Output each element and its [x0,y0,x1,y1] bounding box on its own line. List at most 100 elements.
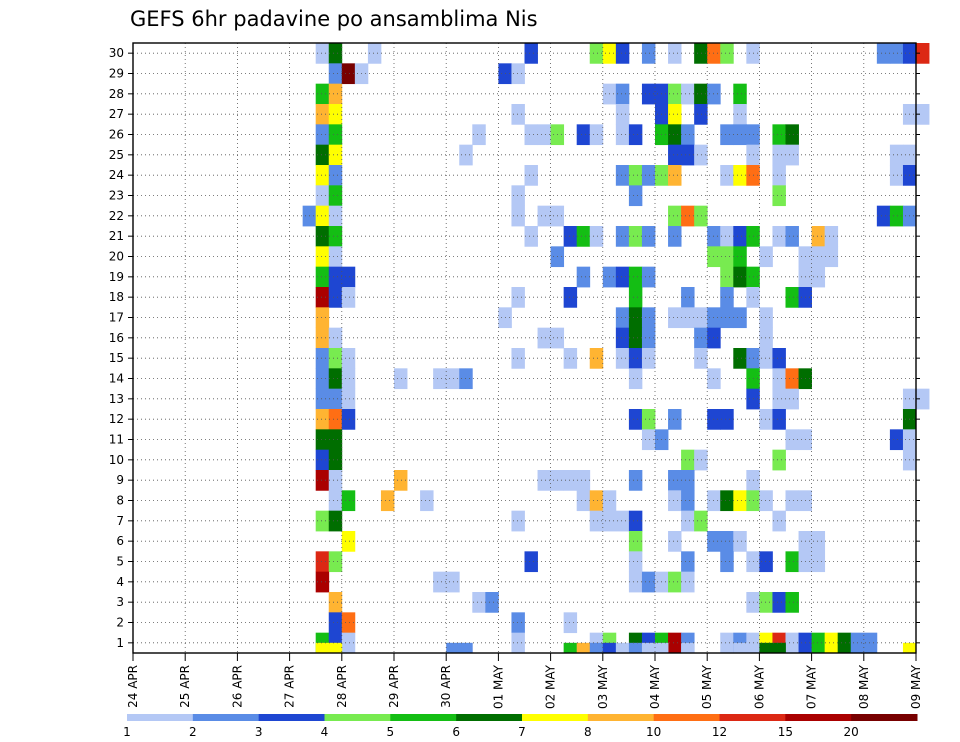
heatmap-cell [615,124,630,146]
heatmap-cell [785,490,799,512]
heatmap-cell [668,83,682,105]
heatmap-cell [733,266,747,288]
heatmap-cell [641,348,656,369]
heatmap-cell [733,307,747,329]
colorbar-swatch [324,714,391,721]
heatmap-cell [589,226,604,247]
heatmap-cell [720,632,734,654]
heatmap-cell [668,205,682,227]
heatmap-cell [694,510,708,532]
y-tick-label: 9 [116,473,124,487]
y-tick-label: 8 [116,494,124,508]
heatmap-cell [328,185,343,207]
heatmap-cell [628,287,643,308]
heatmap-cell [615,165,630,186]
heatmap-cell [524,124,538,146]
y-tick-label: 11 [109,433,124,447]
x-tick-label: 06 MAY [752,664,766,709]
heatmap-cell [328,429,343,451]
heatmap-cell [641,226,656,247]
heatmap-cell [628,531,643,552]
heatmap-cell [641,165,656,186]
heatmap-cell [694,348,708,369]
heatmap-cell [785,368,799,390]
colorbar-swatch [258,714,325,721]
heatmap-cell [563,642,578,654]
colorbar-label: 10 [646,725,661,739]
heatmap-cell [328,266,343,288]
heatmap-cell [876,43,891,64]
heatmap-cell [681,124,695,146]
heatmap-cell [511,104,525,125]
heatmap-cell [733,531,747,552]
heatmap-cell [733,83,747,105]
heatmap-cell [315,388,330,410]
heatmap-cell [537,205,551,227]
heatmap-cell [668,144,682,166]
heatmap-cell [668,124,682,146]
y-tick-label: 22 [109,209,124,223]
heatmap-cell [889,43,904,64]
y-tick-label: 19 [109,270,124,284]
colorbar-swatch [719,714,786,721]
heatmap-cell [641,43,656,64]
heatmap-cell [681,307,695,329]
colorbar-swatch [587,714,655,721]
y-axis-ticks: 1234567891011121314151617181920212223242… [109,46,920,650]
heatmap-cell [720,43,734,64]
heatmap-cell [589,642,604,654]
heatmap-cell [628,185,643,207]
heatmap-cell [563,470,578,491]
heatmap-cell [733,490,747,512]
heatmap-cell [341,368,356,390]
heatmap-cell [785,551,799,573]
heatmap-cell [315,165,330,186]
heatmap-cell [341,63,356,85]
heatmap-cell [615,266,630,288]
y-tick-label: 4 [116,575,124,589]
heatmap-cell [772,348,786,369]
chart-title: GEFS 6hr padavine po ansamblima Nis [130,7,538,31]
y-tick-label: 28 [109,87,124,101]
heatmap-cell [668,165,682,186]
heatmap-cell [889,165,904,186]
y-tick-label: 12 [109,412,124,426]
heatmap-cell [328,104,343,125]
heatmap-cell [589,490,604,512]
heatmap-cell [668,104,682,125]
colorbar-swatch [456,714,523,721]
heatmap-cell [537,124,551,146]
heatmap-cell [785,287,799,308]
heatmap-cell [485,592,499,613]
heatmap-cell [720,551,734,573]
x-tick-label: 05 MAY [700,664,714,709]
heatmap-cell [628,642,643,654]
x-tick-label: 29 APR [387,665,401,708]
y-tick-label: 1 [116,636,124,650]
heatmap-cell [328,551,343,573]
heatmap-cell [694,205,708,227]
heatmap-cell [655,642,669,654]
heatmap-cell [668,307,682,329]
heatmap-cell [772,510,786,532]
heatmap-cell [772,144,786,166]
heatmap-cell [733,165,747,186]
y-tick-label: 16 [109,331,124,345]
heatmap-cell [315,205,330,227]
heatmap-cell [916,43,930,64]
heatmap-cell [759,348,773,369]
heatmap-cell [511,205,525,227]
heatmap-cell [681,144,695,166]
heatmap-cell [341,348,356,369]
heatmap-cell [720,307,734,329]
plot-frame [132,42,917,654]
y-tick-label: 2 [116,616,124,630]
y-tick-label: 20 [109,250,124,264]
heatmap-cell [641,409,656,430]
y-tick-label: 15 [109,351,124,365]
heatmap-cell [694,307,708,329]
heatmap-cell [628,551,643,573]
heatmap-cell [720,226,734,247]
heatmap-cell [694,449,708,471]
heatmap-cell [315,510,330,532]
